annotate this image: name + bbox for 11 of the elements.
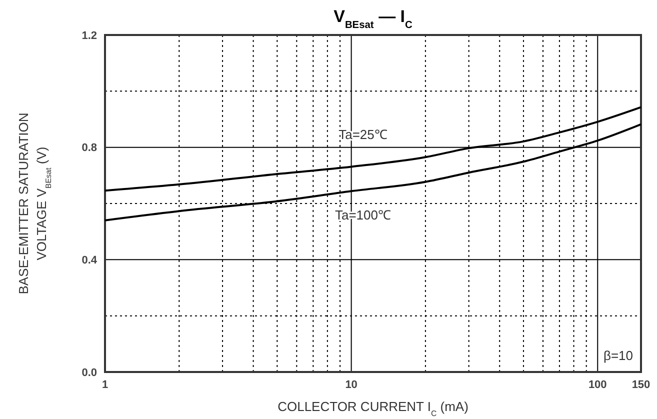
chart-title: V$_{BEsat}$ — I$_{C}$ xyxy=(334,7,414,30)
x-tick-label: 150 xyxy=(632,379,650,391)
y-tick-label: 0.4 xyxy=(82,254,98,267)
y-tick-label: 0.0 xyxy=(82,366,97,379)
y-tick-label: 1.2 xyxy=(82,30,97,42)
x-axis-title: COLLECTOR CURRENT I$_{C}$ (mA) xyxy=(278,399,468,418)
annotation: β=10 xyxy=(603,348,633,363)
x-tick-label: 100 xyxy=(588,379,607,391)
x-tick-label: 10 xyxy=(345,379,358,391)
x-tick-label: 1 xyxy=(102,379,108,391)
y-tick-label: 0.8 xyxy=(82,142,97,154)
